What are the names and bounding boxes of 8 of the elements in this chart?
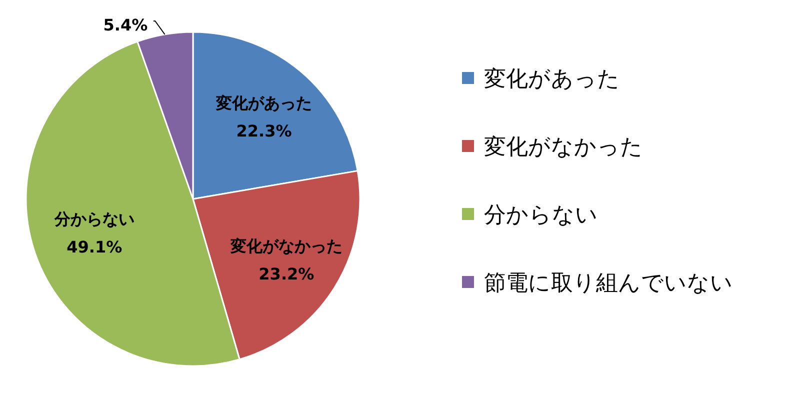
- legend-label: 節電に取り組んでいない: [484, 271, 733, 296]
- legend-label: 分からない: [484, 203, 598, 228]
- data-label: 分からない 49.1%: [53, 210, 134, 257]
- data-label: 変化がなかった 23.2%: [229, 236, 342, 284]
- data-label: 5.4%: [103, 16, 148, 35]
- data-label: 変化があった 22.3%: [215, 94, 312, 141]
- legend-label: 変化がなかった: [484, 135, 643, 160]
- legend-label: 変化があった: [484, 67, 620, 92]
